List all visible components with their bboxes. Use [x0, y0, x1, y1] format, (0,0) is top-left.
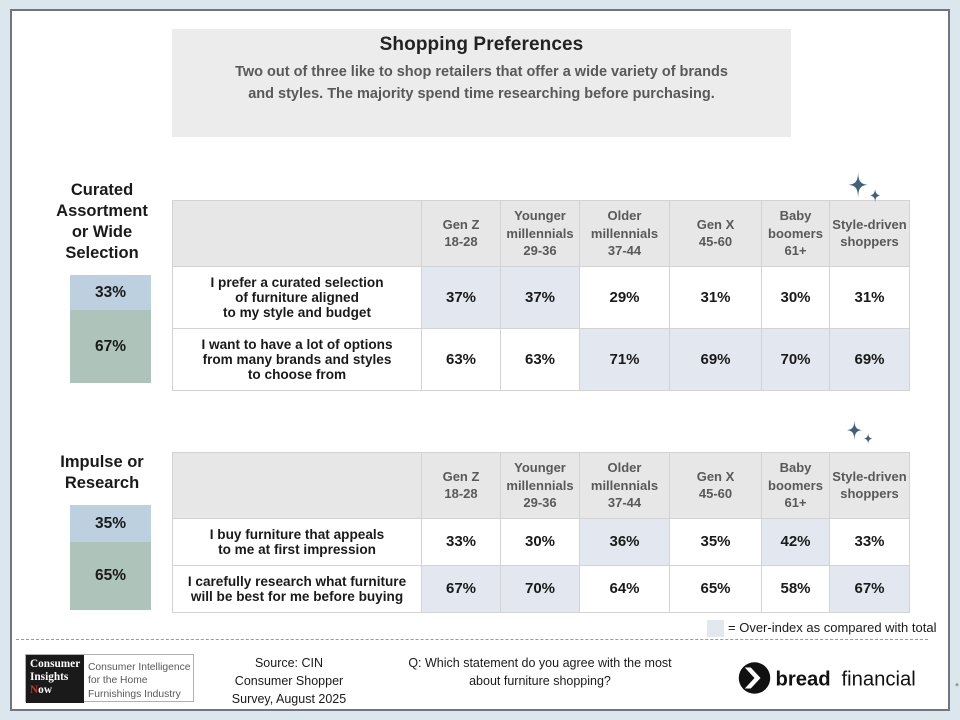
svg-text:bread: bread — [776, 669, 831, 691]
svg-text:financial: financial — [842, 669, 916, 691]
